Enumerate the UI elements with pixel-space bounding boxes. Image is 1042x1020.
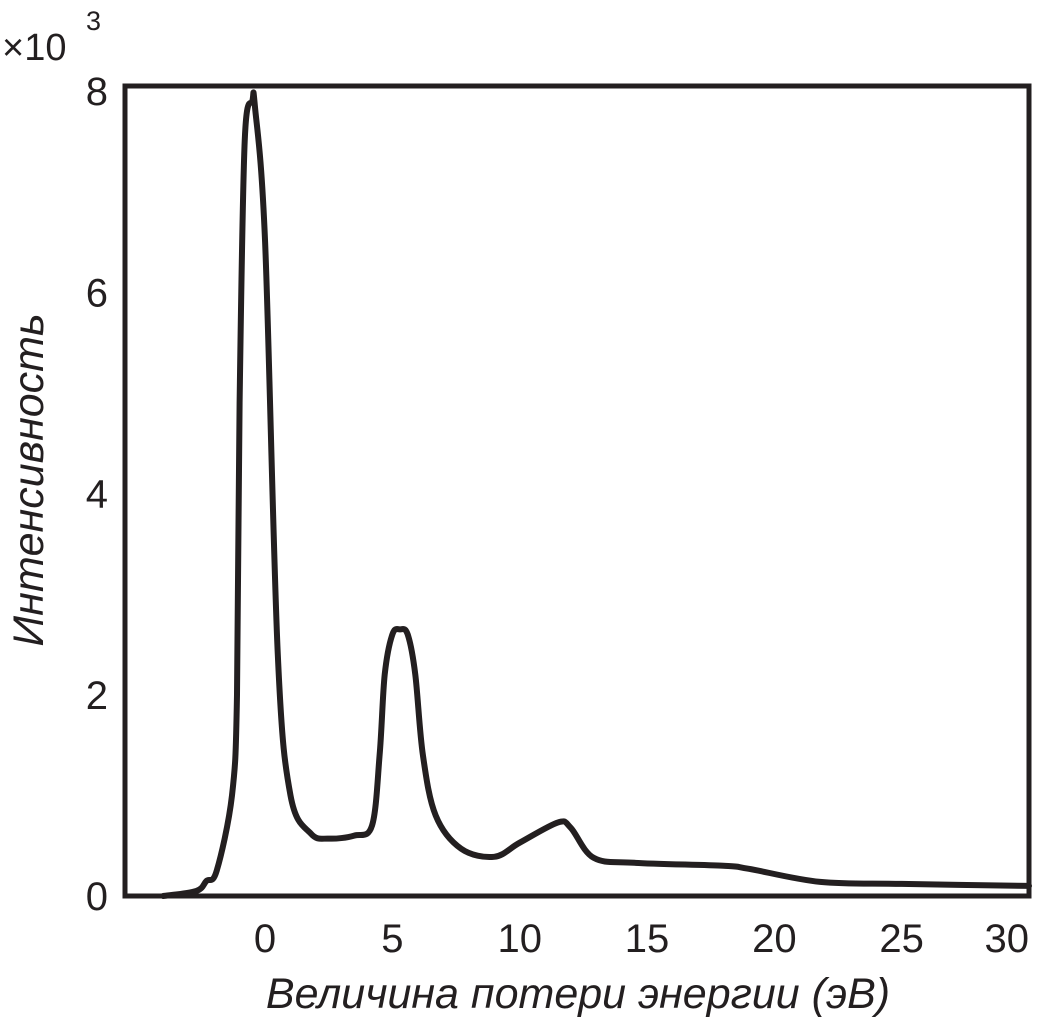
plot-frame [122,83,1032,899]
y-tick-label: 6 [86,271,108,315]
y-multiplier-exponent: 3 [86,6,101,36]
x-tick-labels: 0 5 10 15 20 25 30 [254,917,1029,961]
y-axis-label: Интенсивность [5,313,53,646]
x-tick-label: 30 [985,917,1030,961]
y-tick-label: 4 [86,473,108,517]
x-tick-label: 25 [879,917,924,961]
y-multiplier-label: ×10 [2,27,66,69]
x-axis-label: Величина потери энергии (эВ) [266,970,890,1018]
x-tick-label: 20 [752,917,797,961]
x-tick-label: 10 [497,917,542,961]
intensity-series-line [160,89,1032,899]
x-tick-label: 5 [381,917,403,961]
y-tick-labels: 0 2 4 6 8 [86,70,108,919]
y-tick-label: 2 [86,674,108,718]
x-tick-label: 15 [625,917,670,961]
y-tick-label: 0 [86,875,108,919]
y-tick-label: 8 [86,70,108,114]
x-tick-label: 0 [254,917,276,961]
